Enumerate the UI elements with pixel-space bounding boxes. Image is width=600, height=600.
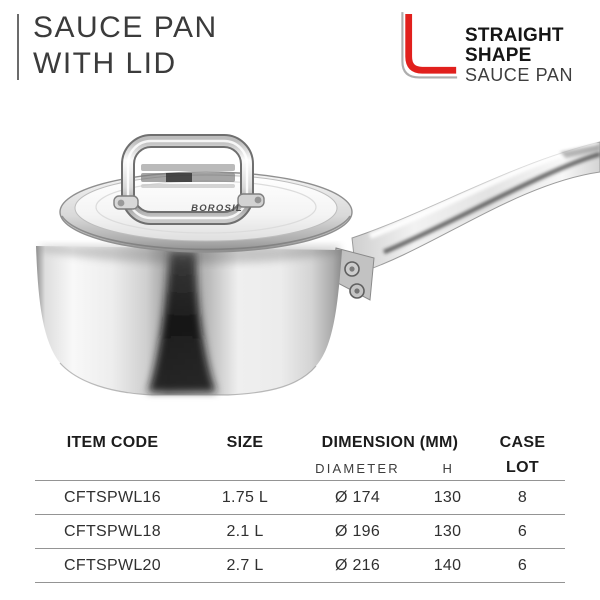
diameter-value: Ø 174 (334, 488, 381, 506)
case-lot-value: 6 (517, 556, 528, 574)
col-header-case: CASE (499, 434, 546, 451)
brand-line2: SAUCE PAN (465, 65, 574, 85)
height-value: 130 (433, 488, 462, 506)
brand-text: STRAIGHT SHAPE SAUCE PAN (465, 26, 600, 85)
diameter-value: Ø 196 (334, 522, 381, 540)
item-code-value: CFTSPWL16 (64, 488, 161, 506)
table-header-row-1: ITEM CODE SIZE DIMENSION (MM) CASE (35, 430, 565, 456)
lid-handle (113, 134, 265, 225)
case-lot-value: 6 (517, 522, 528, 540)
title-accent-rule (17, 14, 19, 80)
page-title: SAUCE PAN WITH LID (33, 10, 218, 82)
item-code-value: CFTSPWL20 (64, 556, 161, 574)
page-title-line1: SAUCE PAN (33, 11, 218, 44)
table-row: CFTSPWL20 2.7 L Ø 216 140 6 (35, 548, 565, 583)
pan-body (36, 246, 342, 396)
size-value: 2.1 L (226, 522, 264, 540)
lid-reflections (141, 164, 235, 188)
diameter-value: Ø 216 (334, 556, 381, 574)
height-value: 130 (433, 522, 462, 540)
col-subheader-diameter: DIAMETER (315, 460, 400, 476)
size-value: 1.75 L (221, 488, 269, 506)
lid-brand-text: BOROSIL (191, 203, 243, 214)
l-shape-icon (401, 12, 458, 79)
brand-line1: STRAIGHT SHAPE (465, 25, 564, 66)
col-subheader-height: H (442, 460, 453, 476)
case-lot-value: 8 (517, 488, 528, 506)
item-code-value: CFTSPWL18 (64, 522, 161, 540)
pan-handle (351, 141, 600, 275)
spec-table: ITEM CODE SIZE DIMENSION (MM) CASE DIAME… (35, 430, 565, 583)
product-photo: BOROSIL (36, 134, 600, 396)
col-header-size: SIZE (226, 434, 264, 451)
height-value: 140 (433, 556, 462, 574)
col-header-lot: LOT (506, 459, 539, 476)
table-row: CFTSPWL16 1.75 L Ø 174 130 8 (35, 480, 565, 514)
brand-lockup: STRAIGHT SHAPE SAUCE PAN (399, 11, 600, 85)
table-row: CFTSPWL18 2.1 L Ø 196 130 6 (35, 514, 565, 548)
size-value: 2.7 L (226, 556, 264, 574)
page-title-line2: WITH LID (33, 47, 177, 80)
col-header-item-code: ITEM CODE (66, 434, 159, 451)
table-header-row-2: DIAMETER H LOT (35, 456, 565, 480)
col-header-dimension: DIMENSION (MM) (321, 434, 459, 451)
